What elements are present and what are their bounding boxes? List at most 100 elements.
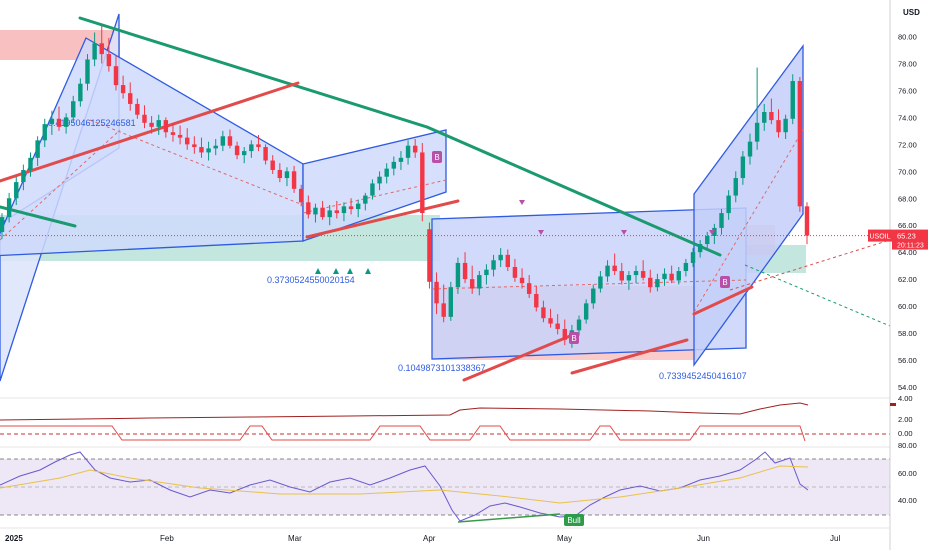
price-tick-5: 70.00: [898, 167, 917, 176]
rsi-tick-2: 40.00: [898, 496, 917, 505]
candle-body-94: [669, 273, 674, 281]
channel-midline-4: [693, 129, 804, 313]
projection-line-red: [729, 239, 891, 291]
candle-body-105: [747, 141, 753, 157]
up-marker-0: [315, 268, 321, 274]
candle-body-99: [705, 235, 710, 245]
candle-body-75: [534, 293, 539, 308]
time-tick-6: Jul: [830, 534, 840, 543]
annotations-layer: B B B: [315, 151, 730, 344]
osc1-tick-1: 0.00: [898, 429, 913, 438]
channel-midline-1: [89, 119, 304, 206]
signal-badge-text-1: B: [571, 334, 576, 343]
price-tick-8: 64.00: [898, 248, 917, 257]
price-axis-bg: [890, 0, 932, 550]
candle-body-69: [491, 260, 496, 270]
candle-body-34: [242, 151, 247, 156]
candle-body-71: [505, 254, 511, 267]
candle-body-31: [220, 136, 226, 146]
candle-body-9: [63, 117, 69, 127]
candle-body-62: [441, 303, 446, 317]
candle-body-89: [633, 271, 639, 276]
candle-body-109: [776, 120, 781, 133]
trendline-1: [425, 125, 722, 257]
price-tick-2: 76.00: [898, 86, 917, 95]
oscillator-step-line: [0, 425, 806, 442]
candle-body-87: [619, 271, 624, 281]
channel-midline-3: [431, 279, 747, 290]
candle-body-24: [170, 132, 176, 135]
candle-body-102: [726, 195, 731, 214]
candle-body-28: [199, 147, 204, 153]
candle-body-13: [92, 43, 97, 60]
candle-body-108: [769, 112, 774, 121]
channel-3: [431, 207, 747, 360]
time-axis[interactable]: 2025 Feb Mar Apr May Jun Jul: [0, 527, 890, 543]
candle-body-101: [719, 213, 724, 228]
candle-body-70: [498, 254, 503, 261]
candle-body-83: [591, 288, 596, 304]
osc-marker: [890, 403, 896, 406]
symbol-tag-text: USOIL: [869, 234, 890, 241]
candle-body-52: [370, 183, 375, 196]
candle-body-61: [434, 281, 439, 304]
candle-body-96: [683, 262, 689, 272]
candle-body-65: [462, 262, 468, 280]
candle-body-20: [142, 114, 147, 123]
trendline-4: [305, 199, 460, 239]
trendline-7: [692, 285, 754, 316]
time-tick-1: Feb: [160, 534, 174, 543]
rsi-tick-1: 60.00: [898, 469, 917, 478]
time-tick-0: 2025: [5, 534, 23, 543]
candle-body-43: [306, 202, 311, 215]
symbol-tag: [868, 229, 892, 242]
oscillator-line-1: [0, 402, 809, 421]
candle-body-76: [541, 307, 546, 319]
candle-body-6: [42, 124, 47, 141]
candle-body-17: [120, 85, 126, 94]
candle-body-64: [455, 262, 461, 288]
candle-body-29: [206, 148, 211, 153]
candle-body-90: [640, 271, 646, 278]
candle-body-72: [512, 266, 518, 278]
candle-body-35: [249, 144, 254, 152]
candle-body-81: [576, 319, 582, 331]
channel-label-1: 0.3730524550020154: [267, 275, 355, 285]
candle-body-53: [377, 176, 382, 184]
signal-badge-text-2: B: [722, 278, 727, 287]
candle-body-68: [484, 269, 489, 276]
oscillator-panes: Bull: [0, 397, 890, 526]
candle-body-1: [6, 198, 12, 218]
candle-body-51: [363, 195, 368, 204]
price-axis[interactable]: USD 80.00 78.00 76.00 74.00 72.00 70.00 68.00 66…: [868, 0, 932, 550]
bull-label: Bull: [567, 516, 581, 525]
candle-body-67: [477, 275, 482, 289]
candle-body-97: [690, 252, 696, 263]
trendline-5: [462, 334, 572, 382]
candles-layer: [0, 25, 810, 348]
down-marker-3: [709, 230, 715, 235]
up-marker-2: [347, 268, 353, 274]
candle-body-46: [327, 210, 332, 218]
price-tick-1: 78.00: [898, 60, 917, 69]
candle-body-86: [612, 265, 617, 272]
candle-body-113: [804, 206, 810, 236]
candle-body-57: [405, 145, 411, 158]
signal-badge-1: [569, 332, 579, 344]
price-tick-0: 80.00: [898, 33, 917, 42]
candle-body-30: [213, 145, 218, 149]
candle-body-78: [555, 323, 560, 329]
bull-badge: [564, 514, 584, 526]
candle-body-48: [341, 206, 347, 214]
candle-body-22: [156, 120, 161, 127]
candle-body-92: [655, 279, 660, 288]
candle-body-54: [384, 168, 389, 177]
time-tick-5: Jun: [697, 534, 710, 543]
trendline-3: [0, 81, 300, 183]
channel-label-3: 0.7339452450416107: [659, 371, 747, 381]
price-tick-6: 68.00: [898, 194, 917, 203]
candle-body-66: [469, 279, 475, 289]
trendlines-layer: [0, 16, 891, 382]
